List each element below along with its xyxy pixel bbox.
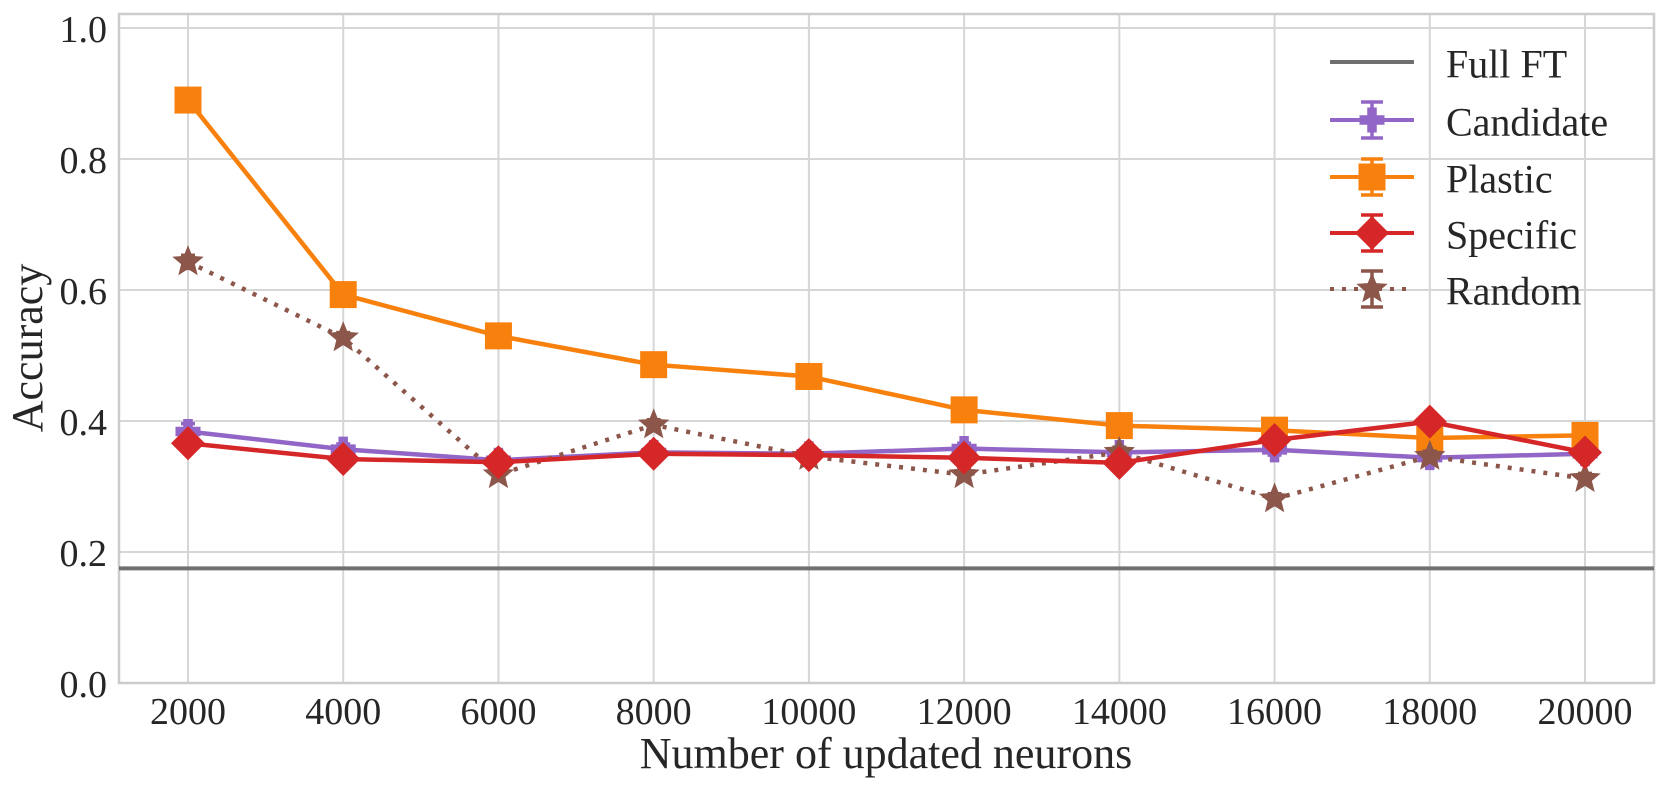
legend-marker-random (1356, 272, 1388, 303)
series-random-line (187, 259, 1586, 502)
series-plastic-marker (329, 281, 357, 309)
series-plastic-marker (795, 362, 823, 390)
x-tick-label-18000: 18000 (1382, 691, 1477, 733)
legend-label-plastic: Plastic (1446, 157, 1553, 202)
x-tick-label-6000: 6000 (460, 691, 536, 733)
series-specific-marker (1412, 404, 1447, 439)
series-random-marker (172, 245, 204, 276)
legend-marker-plastic (1358, 163, 1386, 191)
series-specific-marker (170, 426, 205, 461)
series-random-marker (1569, 462, 1601, 492)
series-specific-marker (326, 441, 361, 476)
grid-layer (117, 12, 1656, 685)
series-specific-marker (1257, 423, 1292, 458)
y-tick-label-0.0: 0.0 (60, 664, 108, 706)
legend-item-full-ft: Full FT (1330, 42, 1567, 87)
x-tick-label-16000: 16000 (1227, 691, 1322, 733)
legend-marker-specific (1355, 216, 1389, 250)
tick-layer: 2000 4000 6000 8000 10000 12000 14000 16000 1800… (60, 9, 1633, 733)
x-tick-label-10000: 10000 (761, 691, 856, 733)
legend-label-specific: Specific (1446, 213, 1577, 258)
y-tick-label-0.6: 0.6 (60, 271, 108, 313)
x-tick-label-12000: 12000 (917, 691, 1012, 733)
series-specific (170, 404, 1603, 480)
series-specific-marker (481, 445, 516, 480)
x-tick-label-14000: 14000 (1072, 691, 1167, 733)
x-axis-label: Number of updated neurons (640, 729, 1132, 778)
x-tick-label-8000: 8000 (616, 691, 692, 733)
legend-item-candidate: Candidate (1330, 100, 1608, 145)
series-random-marker (1414, 439, 1446, 470)
series-plastic-marker (950, 396, 978, 424)
series-specific-marker (636, 436, 671, 471)
series-plastic-marker (1105, 412, 1133, 440)
series-random-marker (1258, 482, 1291, 513)
y-tick-label-0.8: 0.8 (60, 140, 108, 182)
series-plastic-marker (484, 322, 512, 350)
legend-marker-candidate (1359, 107, 1385, 133)
legend-item-specific: Specific (1330, 213, 1577, 258)
legend-label-candidate: Candidate (1446, 100, 1608, 145)
series-specific-marker (1102, 445, 1137, 480)
series-random (172, 245, 1601, 513)
series-plastic-marker (174, 86, 202, 114)
series-plastic (174, 86, 1599, 452)
y-tick-label-0.4: 0.4 (60, 402, 108, 444)
legend-label-full-ft: Full FT (1446, 42, 1567, 87)
plot-border (117, 12, 1656, 685)
legend-label-random: Random (1446, 269, 1582, 314)
series-plastic-line (186, 98, 1586, 441)
y-tick-label-0.2: 0.2 (60, 533, 108, 575)
series-specific-marker (791, 438, 826, 473)
y-tick-label-1.0: 1.0 (60, 9, 108, 51)
legend-item-plastic: Plastic (1330, 157, 1553, 202)
series-specific-marker (947, 440, 982, 475)
series-layer (119, 86, 1654, 571)
legend-item-random: Random (1330, 269, 1582, 314)
x-tick-label-2000: 2000 (150, 691, 226, 733)
y-axis-label: Accuracy (3, 264, 52, 433)
series-plastic-marker (640, 351, 668, 379)
series-specific-line (187, 419, 1586, 466)
series-specific-marker (1568, 435, 1603, 470)
x-tick-label-20000: 20000 (1538, 691, 1633, 733)
series-random-marker (638, 408, 670, 439)
series-candidate-line (187, 429, 1586, 463)
series-random-marker (327, 321, 359, 352)
x-tick-label-4000: 4000 (305, 691, 381, 733)
legend: Full FT Candidate Plastic Specific Random (1330, 42, 1608, 314)
